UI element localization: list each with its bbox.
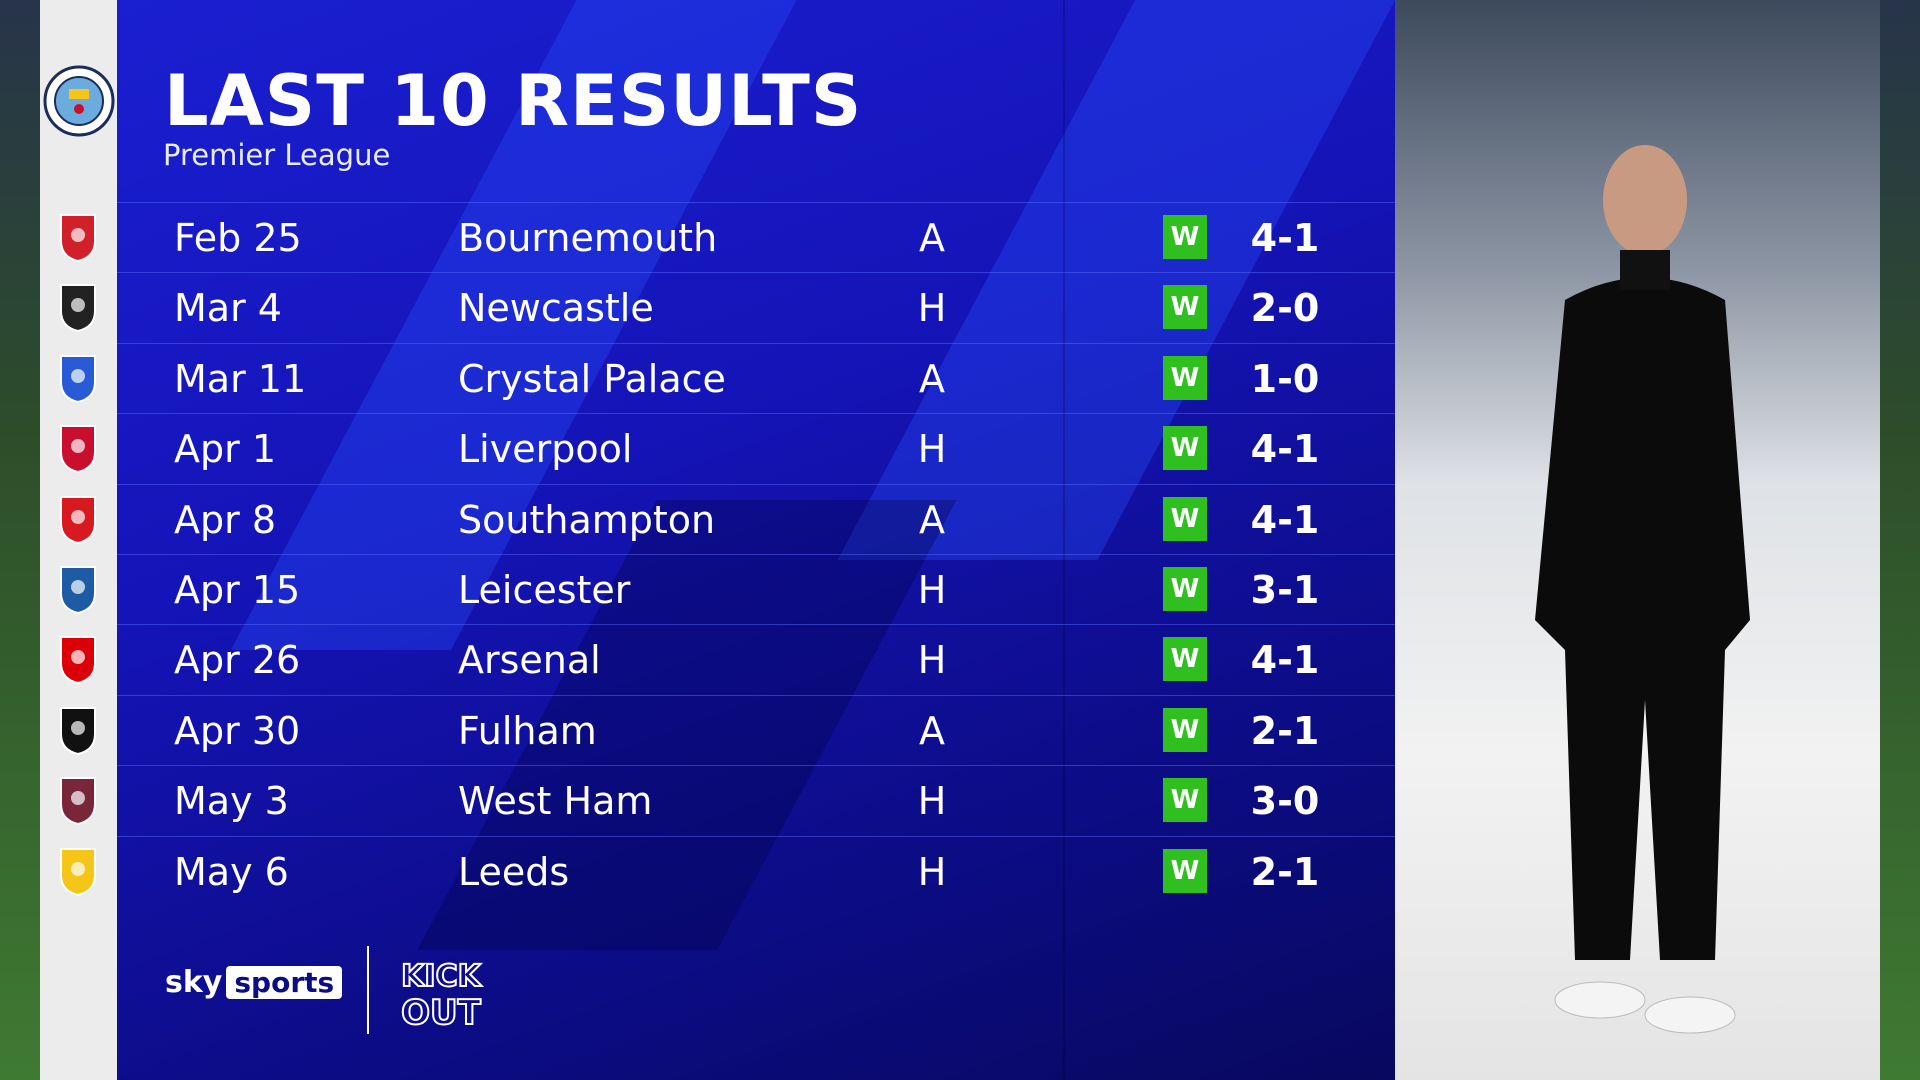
liverpool-crest-icon xyxy=(53,422,103,474)
score: 2-1 xyxy=(1250,849,1320,894)
logo-divider xyxy=(367,946,369,1034)
venue: H xyxy=(917,427,947,472)
crest-column xyxy=(40,0,117,1080)
match-date: Apr 1 xyxy=(174,427,276,472)
result-row: Mar 11 Crystal Palace A W 1-0 xyxy=(117,342,1395,413)
result-row: Mar 4 Newcastle H W 2-0 xyxy=(117,272,1395,342)
score: 3-0 xyxy=(1250,779,1320,824)
result-row: Apr 8 Southampton A W 4-1 xyxy=(117,483,1395,554)
venue: H xyxy=(917,779,947,824)
score: 2-1 xyxy=(1250,708,1320,753)
manager-figure-icon xyxy=(1535,145,1750,1034)
stadium-background-right xyxy=(1880,0,1920,1080)
opponent-name: West Ham xyxy=(458,779,653,824)
result-badge: W xyxy=(1163,707,1207,752)
arsenal-crest-icon xyxy=(53,633,103,685)
venue: H xyxy=(917,568,947,612)
venue: A xyxy=(919,708,945,753)
result-row: May 3 West Ham H W 3-0 xyxy=(117,765,1395,835)
opponent-name: Newcastle xyxy=(458,286,654,331)
competition-subtitle: Premier League xyxy=(163,138,391,172)
match-date: Apr 15 xyxy=(174,568,301,612)
leicester-crest-icon xyxy=(53,563,103,615)
result-badge: W xyxy=(1163,567,1207,611)
sky-sports-logo: sky sports xyxy=(165,965,343,1000)
page-title: LAST 10 RESULTS xyxy=(164,60,863,142)
svg-text:OUT: OUT xyxy=(401,993,482,1033)
venue: A xyxy=(919,356,945,401)
venue: H xyxy=(917,286,947,331)
result-row: Apr 1 Liverpool H W 4-1 xyxy=(117,413,1395,483)
venue: H xyxy=(917,638,947,683)
match-date: Mar 4 xyxy=(174,286,282,331)
score: 3-1 xyxy=(1250,568,1320,612)
match-date: Apr 30 xyxy=(174,708,301,753)
venue: H xyxy=(917,849,947,894)
result-badge: W xyxy=(1163,355,1207,400)
result-badge: W xyxy=(1163,496,1207,541)
result-row: Apr 15 Leicester H W 3-1 xyxy=(117,554,1395,624)
opponent-name: Leeds xyxy=(458,849,570,894)
fulham-crest-icon xyxy=(53,704,103,756)
opponent-name: Fulham xyxy=(458,708,597,753)
result-row: May 6 Leeds H W 2-1 xyxy=(117,835,1395,906)
opponent-name: Southampton xyxy=(458,497,716,542)
opponent-name: Bournemouth xyxy=(458,216,718,260)
result-badge: W xyxy=(1163,848,1207,893)
result-badge: W xyxy=(1163,285,1207,330)
venue: A xyxy=(919,216,945,260)
match-date: Apr 26 xyxy=(174,638,301,683)
opponent-name: Arsenal xyxy=(458,638,601,683)
leeds-crest-icon xyxy=(53,845,103,897)
opponent-name: Liverpool xyxy=(458,427,633,472)
match-date: Feb 25 xyxy=(174,216,302,260)
crystal-palace-crest-icon xyxy=(53,352,103,404)
result-row: Apr 26 Arsenal H W 4-1 xyxy=(117,624,1395,694)
newcastle-crest-icon xyxy=(53,281,103,333)
score: 1-0 xyxy=(1250,356,1320,401)
score: 4-1 xyxy=(1250,216,1320,260)
match-date: May 3 xyxy=(174,779,289,824)
stadium-background-left xyxy=(0,0,40,1080)
result-badge: W xyxy=(1163,215,1207,259)
result-badge: W xyxy=(1163,637,1207,682)
result-row: Apr 30 Fulham A W 2-1 xyxy=(117,694,1395,765)
svg-text:KICK: KICK xyxy=(401,959,482,994)
match-date: Mar 11 xyxy=(174,356,307,401)
manchester-city-crest-icon xyxy=(43,65,115,137)
west-ham-crest-icon xyxy=(53,774,103,826)
match-date: Apr 8 xyxy=(174,497,276,542)
result-badge: W xyxy=(1163,778,1207,823)
score: 2-0 xyxy=(1250,286,1320,331)
manager-photo xyxy=(1395,0,1880,1080)
score: 4-1 xyxy=(1250,497,1320,542)
score: 4-1 xyxy=(1250,638,1320,683)
opponent-name: Crystal Palace xyxy=(458,356,726,401)
score: 4-1 xyxy=(1250,427,1320,472)
southampton-crest-icon xyxy=(53,493,103,545)
result-row: Feb 25 Bournemouth A W 4-1 xyxy=(117,202,1395,272)
bournemouth-crest-icon xyxy=(53,211,103,263)
match-date: May 6 xyxy=(174,849,289,894)
venue: A xyxy=(919,497,945,542)
result-badge: W xyxy=(1163,426,1207,471)
opponent-name: Leicester xyxy=(458,568,631,612)
kick-it-out-logo: KICK OUT xyxy=(400,958,483,1034)
